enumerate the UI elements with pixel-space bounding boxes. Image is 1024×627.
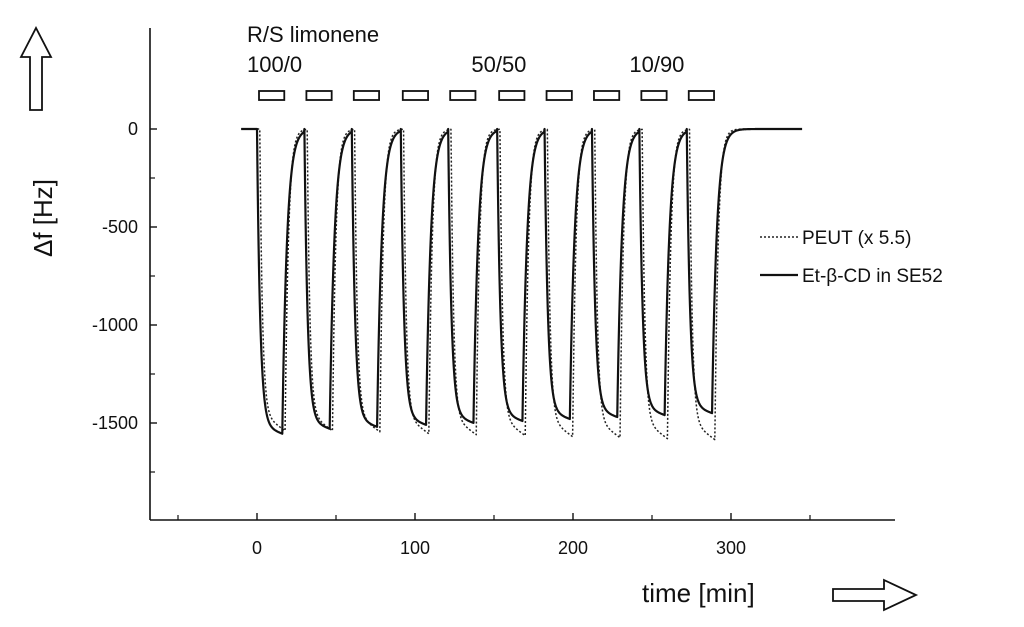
annotation-header: R/S limonene (247, 22, 379, 47)
exposure-bar (449, 90, 477, 101)
y-tick-label: -1500 (92, 413, 138, 433)
x-axis-title: time [min] (642, 578, 755, 608)
series-line-et-cd (240, 127, 803, 435)
exposure-bar (258, 90, 286, 101)
y-axis-arrow-icon (19, 26, 53, 111)
ratio-labels: 100/0 50/50 10/90 (247, 52, 684, 77)
y-tick-label: -500 (102, 217, 138, 237)
exposure-bar (305, 90, 333, 101)
legend: PEUT (x 5.5) Et-β-CD in SE52 (760, 228, 943, 287)
x-axis-arrow-icon (832, 578, 919, 612)
x-tick-label: 300 (716, 538, 746, 558)
exposure-bar (498, 90, 526, 101)
ratio-label: 10/90 (629, 52, 684, 77)
exposure-bar (545, 90, 573, 101)
x-tick-label: 200 (558, 538, 588, 558)
chart-axes: 0 -500 -1000 -1500 0 100 200 300 (92, 28, 895, 558)
exposure-bar (593, 90, 621, 101)
legend-item-peut: PEUT (x 5.5) (760, 228, 911, 249)
x-tick-label: 0 (252, 538, 262, 558)
ratio-label: 100/0 (247, 52, 302, 77)
legend-label-peut: PEUT (x 5.5) (802, 228, 911, 249)
series-line-peut (240, 128, 803, 441)
series-layer (240, 127, 803, 441)
y-axis-title: Δf [Hz] (28, 179, 58, 257)
legend-label-et-cd: Et-β-CD in SE52 (802, 266, 943, 287)
exposure-bar (687, 90, 715, 101)
legend-item-et-cd: Et-β-CD in SE52 (760, 266, 943, 287)
exposure-bars (258, 90, 715, 101)
ratio-label: 50/50 (471, 52, 526, 77)
exposure-bar (352, 90, 380, 101)
exposure-bar (401, 90, 429, 101)
x-tick-label: 100 (400, 538, 430, 558)
y-tick-label: 0 (128, 119, 138, 139)
exposure-bar (640, 90, 668, 101)
y-tick-label: -1000 (92, 315, 138, 335)
